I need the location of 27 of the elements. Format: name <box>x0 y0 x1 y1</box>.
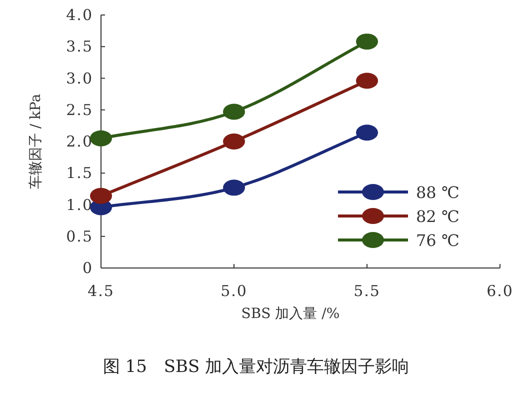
y-tick-label: 3.5 <box>66 38 93 56</box>
point <box>223 180 245 196</box>
y-tick-label: 0.5 <box>66 227 93 246</box>
point <box>90 188 112 204</box>
y-tick-label: 2.5 <box>66 100 93 119</box>
point <box>356 72 378 89</box>
y-tick-label: 2.0 <box>66 132 93 150</box>
x-tick-label: 4.5 <box>88 282 114 300</box>
x-tick-label: 5.5 <box>354 282 380 300</box>
y-tick-label: 1.0 <box>66 196 93 214</box>
point <box>90 130 112 146</box>
x-tick-label: 5.0 <box>220 282 248 300</box>
y-axis-title: 车辙因子 / kPa <box>28 94 44 190</box>
point <box>356 124 378 141</box>
x-axis-title: SBS 加入量 /% <box>241 306 340 322</box>
legend-label: 82 ℃ <box>416 207 460 226</box>
text: 图 15 SBS 加入量对沥青车辙因子影响 <box>102 357 410 377</box>
y-tick-label: 4.0 <box>66 6 93 24</box>
x-tick-label: 6.0 <box>486 282 514 300</box>
point <box>223 134 245 150</box>
legend-label: 76 ℃ <box>416 231 460 250</box>
legend-label: 88 ℃ <box>416 183 460 202</box>
y-tick-label: 1.5 <box>66 164 93 182</box>
point <box>223 104 245 120</box>
y-tick-label: 0 <box>82 259 93 277</box>
point <box>356 34 378 50</box>
y-tick-label: 3.0 <box>66 69 93 88</box>
